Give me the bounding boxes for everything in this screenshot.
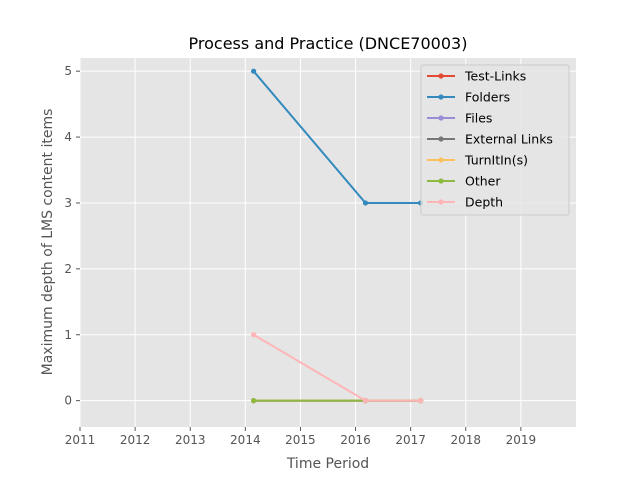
legend-item: Folders	[427, 90, 510, 105]
data-point	[417, 398, 424, 404]
gridlines	[79, 58, 576, 427]
legend-label: Folders	[465, 90, 510, 105]
y-tick-label: 5	[64, 64, 72, 78]
data-point	[362, 398, 369, 404]
x-tick-label: 2019	[506, 433, 537, 447]
x-tick-label: 2011	[65, 433, 96, 447]
legend: Test-Links Folders Files External Links Turn…	[420, 64, 570, 216]
legend-marker	[438, 178, 444, 184]
y-axis-label: Maximum depth of LMS content items	[40, 109, 56, 376]
legend-label: External Links	[465, 132, 553, 147]
legend-marker	[438, 157, 444, 163]
data-point	[362, 200, 369, 206]
x-tick-label: 2017	[395, 433, 426, 447]
legend-item: Other	[427, 174, 501, 189]
legend-label: Files	[465, 111, 492, 126]
legend-marker	[438, 115, 444, 121]
data-point	[251, 332, 257, 338]
x-tick-label: 2013	[175, 433, 206, 447]
legend-label: Test-Links	[464, 69, 526, 84]
y-tick-label: 4	[64, 130, 72, 144]
legend-marker	[438, 73, 444, 79]
legend-marker	[438, 199, 444, 205]
series-layer	[251, 68, 424, 404]
legend-marker	[438, 94, 444, 100]
legend-label: TurnItIn(s)	[464, 153, 528, 168]
data-point	[251, 68, 257, 74]
legend-marker	[438, 136, 444, 142]
legend-label: Depth	[465, 195, 503, 210]
legend-item: Files	[427, 111, 492, 126]
legend-item: Depth	[427, 195, 503, 210]
y-tick-label: 2	[64, 262, 72, 276]
x-tick-label: 2015	[285, 433, 316, 447]
legend-label: Other	[465, 174, 501, 189]
legend-item: Test-Links	[427, 69, 526, 84]
series-depth	[251, 332, 424, 404]
legend-box	[420, 64, 570, 216]
x-tick-label: 2016	[340, 433, 371, 447]
y-tick-label: 0	[64, 394, 72, 408]
legend-item: TurnItIn(s)	[427, 153, 528, 168]
x-tick-label: 2012	[120, 433, 151, 447]
x-axis-label: Time Period	[286, 456, 369, 472]
x-tick-label: 2014	[230, 433, 261, 447]
legend-item: External Links	[427, 132, 553, 147]
chart-title: Process and Practice (DNCE70003)	[189, 34, 468, 53]
tick-labels: 2011 2012 2013 2014 2015 2016 2017 2018 2019 0 1 2 3…	[64, 64, 536, 447]
y-tick-label: 3	[64, 196, 72, 210]
data-point	[251, 398, 257, 404]
y-tick-label: 1	[64, 328, 72, 342]
x-tick-label: 2018	[451, 433, 482, 447]
